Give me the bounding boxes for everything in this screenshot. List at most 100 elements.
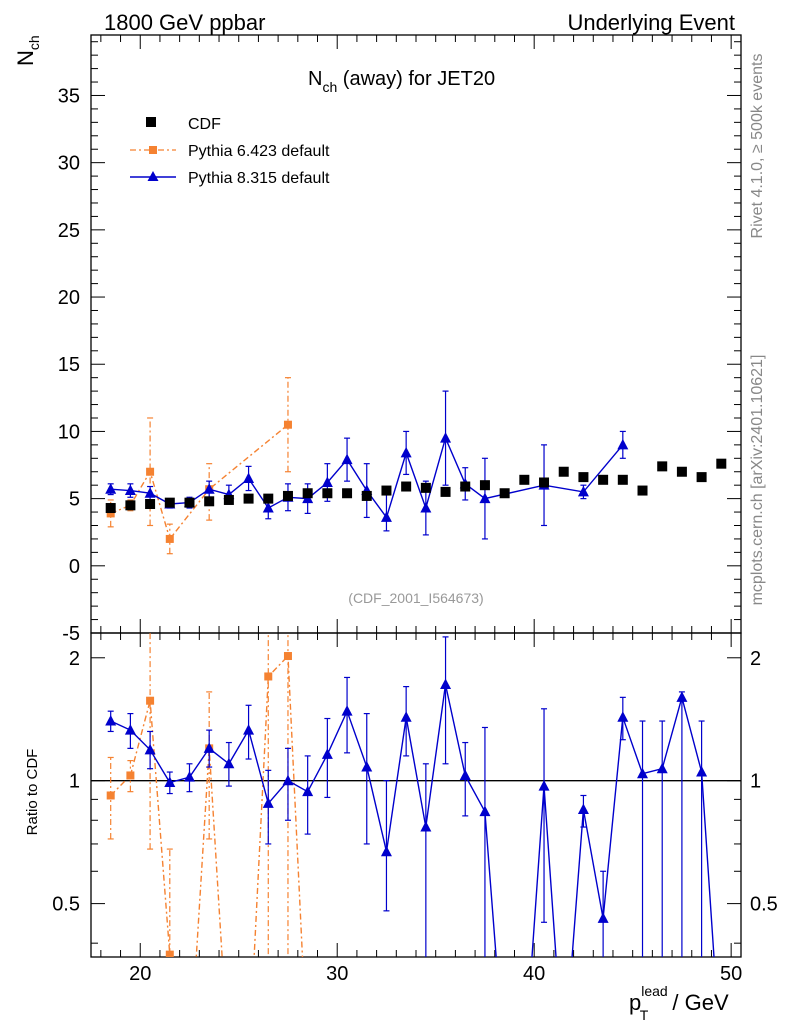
py8-ratio-marker xyxy=(203,742,215,753)
py6-ratio-marker xyxy=(165,950,174,957)
y-tick-label: 5 xyxy=(69,489,80,511)
analysis-id-label: (CDF_2001_I564673) xyxy=(348,590,483,606)
cdf-data-marker xyxy=(519,474,530,485)
cdf-data-marker xyxy=(322,488,333,499)
py8-ratio-marker xyxy=(637,767,649,779)
cdf-data-marker xyxy=(539,477,550,488)
ratio-panel-frame xyxy=(90,632,742,958)
cdf-data-marker xyxy=(499,488,510,499)
x-tick-label: 40 xyxy=(523,963,545,985)
cdf-data-marker xyxy=(164,497,175,508)
cdf-data-marker xyxy=(716,458,727,469)
py8-marker xyxy=(479,492,491,504)
py8-marker xyxy=(144,487,156,498)
cdf-data-marker xyxy=(401,481,412,492)
cdf-data-marker xyxy=(440,486,451,497)
py8-marker xyxy=(262,502,274,513)
py6-marker xyxy=(146,467,155,476)
cdf-data-marker xyxy=(184,497,195,508)
main-plot-area xyxy=(105,377,727,555)
py6-ratio-marker xyxy=(283,652,292,661)
py6-ratio-line xyxy=(110,654,304,957)
py6-ratio-marker xyxy=(106,791,115,800)
py8-ratio-marker xyxy=(479,805,491,817)
y-tick-label: 35 xyxy=(58,85,80,107)
cdf-data-marker xyxy=(617,474,628,485)
cdf-data-marker xyxy=(657,461,668,472)
ratio-tick-label: 2 xyxy=(69,648,80,670)
cdf-data-marker xyxy=(598,474,609,485)
ratio-y-axis-label: Ratio to CDF xyxy=(24,749,41,836)
py6-marker xyxy=(165,534,174,543)
py8-ratio-marker xyxy=(597,912,609,923)
py6-ratio-marker xyxy=(126,771,135,780)
py8-ratio-marker xyxy=(656,762,668,774)
cdf-data-marker xyxy=(282,490,293,501)
cdf-data-marker xyxy=(676,466,687,477)
py8-marker xyxy=(617,438,629,450)
cdf-data-marker xyxy=(479,480,490,491)
y-tick-label: 15 xyxy=(58,354,80,376)
cdf-data-marker xyxy=(696,472,707,483)
py8-ratio-marker xyxy=(105,715,117,726)
py6-marker xyxy=(106,509,115,518)
py8-marker xyxy=(321,476,333,487)
py8-ratio-marker xyxy=(361,761,373,772)
cdf-data-marker xyxy=(105,503,116,514)
py8-ratio-marker xyxy=(321,748,333,759)
x-axis-label: plead T / GeV xyxy=(629,983,729,1023)
py8-ratio-marker xyxy=(262,797,274,808)
py8-marker xyxy=(243,472,255,483)
py8-ratio-marker xyxy=(144,743,156,755)
plot-title: Nch (away) for JET20 xyxy=(308,68,495,95)
cdf-data-marker xyxy=(578,472,589,483)
py8-ratio-marker xyxy=(577,803,589,815)
cdf-data-marker xyxy=(420,482,431,493)
ratio-plot-area xyxy=(105,633,715,957)
py8-ratio-marker xyxy=(164,776,176,787)
y-axis-label: Nch xyxy=(13,35,42,66)
x-tick-label: 20 xyxy=(129,963,151,985)
y-tick-label: -5 xyxy=(62,623,80,645)
py8-ratio-marker xyxy=(183,771,195,782)
py8-ratio-marker xyxy=(380,845,392,857)
legend-marker-py8 xyxy=(147,171,159,181)
legend-label-cdf: CDF xyxy=(188,116,221,133)
cdf-data-marker xyxy=(243,493,254,504)
py8-ratio-marker xyxy=(459,769,471,780)
cdf-data-marker xyxy=(558,466,569,477)
legend-marker-py6 xyxy=(149,146,157,154)
legend: CDF Pythia 6.423 default Pythia 8.315 de… xyxy=(130,116,330,187)
py8-ratio-marker xyxy=(243,724,255,735)
py6-marker xyxy=(283,420,292,429)
ratio-tick-label-right: 0.5 xyxy=(750,894,778,916)
cdf-data-marker xyxy=(302,488,313,499)
cdf-data-marker xyxy=(637,485,648,496)
py8-ratio-marker xyxy=(696,766,708,777)
py8-marker xyxy=(124,484,136,496)
legend-label-py8: Pythia 8.315 default xyxy=(188,170,330,187)
py8-marker xyxy=(420,502,432,513)
cdf-data-marker xyxy=(125,500,136,511)
py6-ratio-marker xyxy=(264,672,273,681)
py8-marker xyxy=(105,483,117,494)
py6-line xyxy=(110,424,289,541)
rivet-version-label: Rivet 4.1.0, ≥ 500k events xyxy=(749,54,766,239)
py8-marker xyxy=(577,485,589,497)
py8-ratio-marker xyxy=(302,785,314,797)
cdf-data-marker xyxy=(361,490,372,501)
py8-ratio-line xyxy=(110,684,715,957)
py8-marker xyxy=(400,446,412,458)
y-tick-label: 20 xyxy=(58,287,80,309)
py8-marker xyxy=(380,511,392,522)
py8-ratio-marker xyxy=(420,821,432,832)
py8-ratio-marker xyxy=(617,711,629,722)
ratio-tick-label: 0.5 xyxy=(52,894,80,916)
legend-label-py6: Pythia 6.423 default xyxy=(188,143,330,160)
py8-ratio-marker xyxy=(676,691,688,702)
x-tick-label: 50 xyxy=(720,963,742,985)
header-left-label: 1800 GeV ppbar xyxy=(104,10,265,35)
y-tick-label: 25 xyxy=(58,220,80,242)
y-tick-label: 10 xyxy=(58,421,80,443)
